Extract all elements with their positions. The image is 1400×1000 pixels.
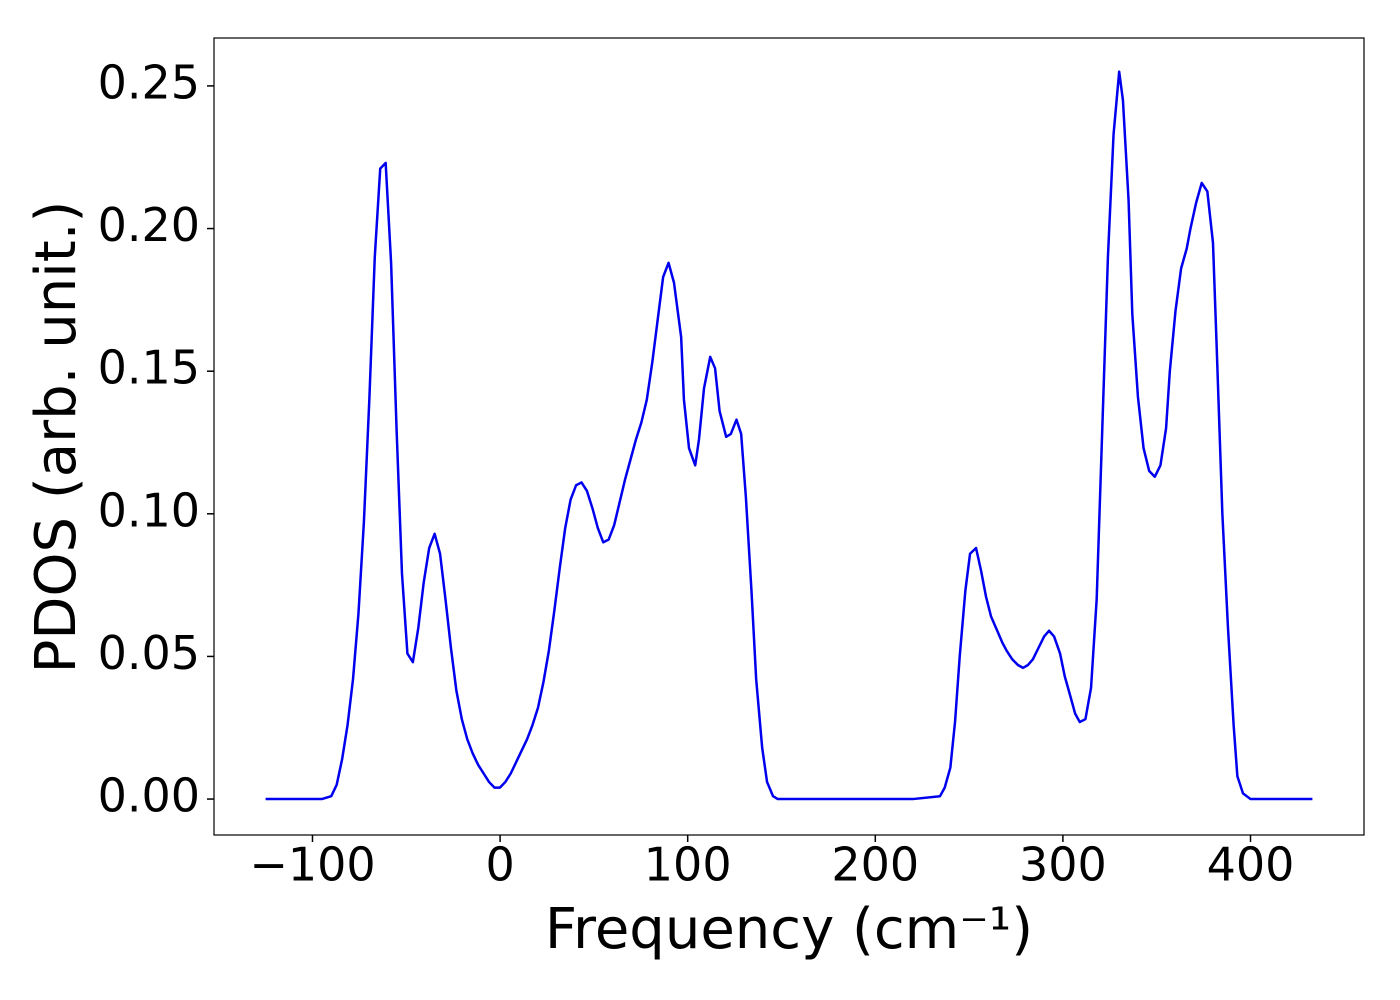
x-tick-label: 200 bbox=[831, 838, 919, 892]
x-axis-label: Frequency (cm⁻¹) bbox=[545, 897, 1033, 962]
x-tick-label: 400 bbox=[1207, 838, 1295, 892]
y-axis-label: PDOS (arb. unit.) bbox=[24, 201, 89, 674]
y-tick-label: 0.00 bbox=[98, 769, 200, 823]
y-tick-label: 0.10 bbox=[98, 483, 200, 537]
y-tick-label: 0.15 bbox=[98, 341, 200, 395]
y-tick-label: 0.05 bbox=[98, 626, 200, 680]
data-line bbox=[265, 70, 1313, 801]
x-tick-label: −100 bbox=[249, 838, 375, 892]
x-tick-label: 100 bbox=[644, 838, 732, 892]
x-tick-label: 0 bbox=[485, 838, 514, 892]
y-tick-label: 0.25 bbox=[98, 55, 200, 109]
plot-frame bbox=[213, 37, 1365, 836]
x-tick-label: 300 bbox=[1019, 838, 1107, 892]
y-tick-label: 0.20 bbox=[98, 198, 200, 252]
